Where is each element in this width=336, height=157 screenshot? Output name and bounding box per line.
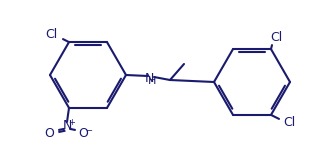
Text: Cl: Cl <box>45 28 57 41</box>
Text: O: O <box>44 127 54 140</box>
Text: −: − <box>85 126 92 135</box>
Text: N: N <box>62 119 72 132</box>
Text: N: N <box>144 71 154 84</box>
Text: H: H <box>148 76 156 86</box>
Text: Cl: Cl <box>270 31 282 44</box>
Text: Cl: Cl <box>283 116 295 129</box>
Text: +: + <box>69 118 76 127</box>
Text: O: O <box>78 127 88 140</box>
